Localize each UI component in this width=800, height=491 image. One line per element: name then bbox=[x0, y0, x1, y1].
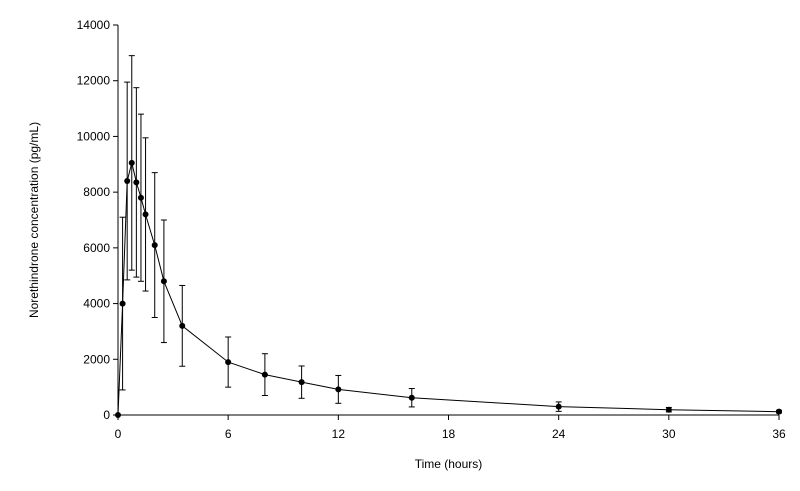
x-tick-label: 36 bbox=[772, 427, 786, 441]
y-tick-label: 2000 bbox=[83, 352, 110, 366]
axes bbox=[117, 25, 779, 416]
data-point bbox=[137, 194, 144, 201]
y-tick-label: 14000 bbox=[77, 18, 111, 32]
data-point bbox=[555, 403, 562, 410]
y-tick-label: 4000 bbox=[83, 297, 110, 311]
y-ticks: 0 2000 4000 6000 8000 10000 12000 14000 bbox=[77, 18, 118, 422]
series-line bbox=[117, 162, 780, 416]
data-point bbox=[128, 159, 135, 166]
y-tick-label: 0 bbox=[103, 408, 110, 422]
data-point bbox=[408, 394, 415, 401]
data-point bbox=[261, 371, 268, 378]
x-tick-label: 18 bbox=[442, 427, 456, 441]
x-tick-label: 24 bbox=[552, 427, 566, 441]
data-point bbox=[142, 211, 149, 218]
data-point bbox=[133, 179, 140, 186]
x-ticks: 0 6 12 18 24 30 36 bbox=[115, 415, 786, 441]
error-bars bbox=[119, 55, 782, 414]
data-point bbox=[151, 242, 158, 249]
x-tick-label: 30 bbox=[662, 427, 676, 441]
data-point bbox=[665, 406, 672, 413]
data-point bbox=[179, 322, 186, 329]
y-tick-label: 6000 bbox=[83, 241, 110, 255]
data-point bbox=[124, 178, 131, 184]
data-markers bbox=[115, 159, 782, 418]
data-point bbox=[119, 300, 126, 307]
y-axis-title: Norethindrone concentration (pg/mL) bbox=[27, 122, 41, 318]
data-point bbox=[160, 278, 167, 285]
data-point bbox=[115, 412, 121, 418]
data-point bbox=[225, 359, 232, 366]
y-tick-label: 8000 bbox=[83, 185, 110, 199]
data-point bbox=[298, 379, 305, 386]
data-point bbox=[335, 386, 342, 393]
y-tick-label: 12000 bbox=[77, 74, 111, 88]
x-axis-title: Time (hours) bbox=[415, 457, 483, 471]
x-tick-label: 6 bbox=[225, 427, 232, 441]
data-point bbox=[776, 408, 782, 415]
x-tick-label: 0 bbox=[115, 427, 122, 441]
y-tick-label: 10000 bbox=[77, 129, 111, 143]
x-tick-label: 12 bbox=[332, 427, 346, 441]
